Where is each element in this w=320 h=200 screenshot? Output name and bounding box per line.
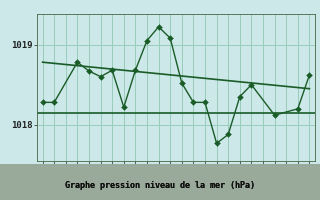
Text: Graphe pression niveau de la mer (hPa): Graphe pression niveau de la mer (hPa) xyxy=(65,182,255,190)
Text: Graphe pression niveau de la mer (hPa): Graphe pression niveau de la mer (hPa) xyxy=(65,180,255,190)
